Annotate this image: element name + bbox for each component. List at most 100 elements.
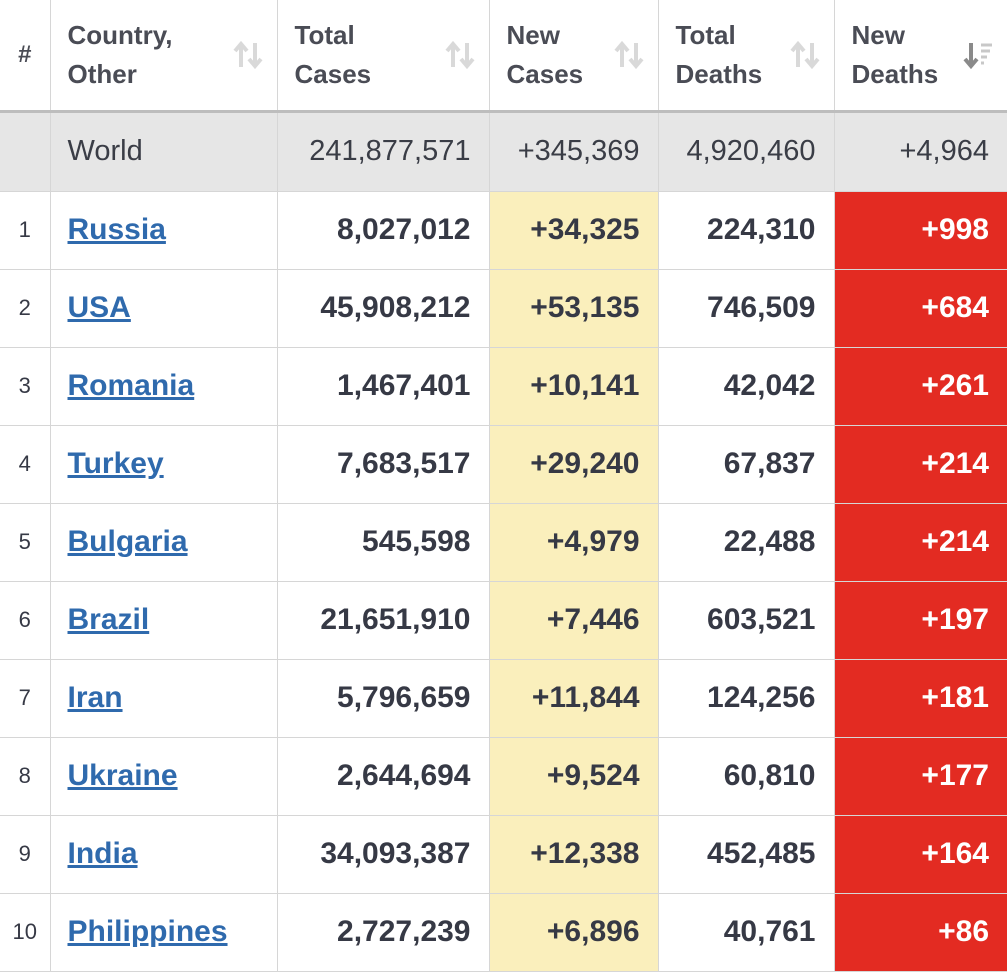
table-row: 1 Russia 8,027,012 +34,325 224,310 +998 [0,190,1007,270]
total-cases-cell: 241,877,571 [276,110,490,192]
total-deaths-cell: 746,509 [657,268,835,348]
total-deaths-cell: 224,310 [657,190,835,270]
country-link[interactable]: Turkey [67,447,164,480]
country-cell: Bulgaria [49,502,278,582]
country-cell: India [49,814,278,894]
country-link[interactable]: Romania [67,369,195,402]
column-header-country[interactable]: Country, Other [49,0,278,113]
new-deaths-cell: +86 [833,892,1007,972]
country-name: World [49,110,278,192]
new-cases-cell: +29,240 [488,424,659,504]
sort-arrows-icon[interactable] [232,39,263,71]
header-row: # Country, Other Total Cases New Cases [0,0,1007,113]
total-deaths-cell: 124,256 [657,658,835,738]
total-cases-cell: 2,727,239 [276,892,490,972]
sort-desc-icon[interactable] [963,39,993,71]
row-index: 1 [0,190,51,270]
row-index: 3 [0,346,51,426]
sort-arrows-icon[interactable] [789,39,820,71]
sort-arrows-icon[interactable] [444,39,475,71]
table-row: 7 Iran 5,796,659 +11,844 124,256 +181 [0,658,1007,738]
column-header-index[interactable]: # [0,0,51,113]
row-index: 10 [0,892,51,972]
country-cell: USA [49,268,278,348]
total-deaths-cell: 67,837 [657,424,835,504]
country-cell: Turkey [49,424,278,504]
country-link[interactable]: India [67,837,138,870]
new-deaths-cell: +214 [833,502,1007,582]
column-header-label: Country, Other [67,19,173,89]
row-index: 2 [0,268,51,348]
new-deaths-cell: +4,964 [833,110,1007,192]
table-row: 6 Brazil 21,651,910 +7,446 603,521 +197 [0,580,1007,660]
column-header-label: Total Cases [294,19,372,89]
country-link[interactable]: Philippines [67,915,228,948]
total-cases-cell: 1,467,401 [276,346,490,426]
new-deaths-cell: +164 [833,814,1007,894]
total-cases-cell: 21,651,910 [276,580,490,660]
column-header-new-cases[interactable]: New Cases [488,0,659,113]
total-deaths-cell: 42,042 [657,346,835,426]
total-cases-cell: 45,908,212 [276,268,490,348]
new-cases-cell: +9,524 [488,736,659,816]
country-cell: Romania [49,346,278,426]
total-cases-cell: 34,093,387 [276,814,490,894]
row-index: 4 [0,424,51,504]
new-deaths-cell: +177 [833,736,1007,816]
row-index: 6 [0,580,51,660]
new-cases-cell: +7,446 [488,580,659,660]
total-deaths-cell: 40,761 [657,892,835,972]
new-deaths-cell: +197 [833,580,1007,660]
new-cases-cell: +4,979 [488,502,659,582]
total-deaths-cell: 60,810 [657,736,835,816]
world-total-row: World 241,877,571 +345,369 4,920,460 +4,… [0,110,1007,192]
table-row: 9 India 34,093,387 +12,338 452,485 +164 [0,814,1007,894]
country-link[interactable]: Ukraine [67,759,178,792]
new-deaths-cell: +214 [833,424,1007,504]
new-cases-cell: +12,338 [488,814,659,894]
row-index: 7 [0,658,51,738]
total-cases-cell: 7,683,517 [276,424,490,504]
sort-arrows-icon[interactable] [613,39,644,71]
new-cases-cell: +11,844 [488,658,659,738]
new-cases-cell: +53,135 [488,268,659,348]
row-index [0,110,51,192]
column-header-label: New Cases [506,19,584,89]
column-header-label: # [18,41,32,69]
total-cases-cell: 2,644,694 [276,736,490,816]
row-index: 5 [0,502,51,582]
total-deaths-cell: 4,920,460 [657,110,835,192]
country-link[interactable]: Brazil [67,603,150,636]
column-header-label: New Deaths [851,19,939,89]
table-row: 4 Turkey 7,683,517 +29,240 67,837 +214 [0,424,1007,504]
column-header-label: Total Deaths [675,19,763,89]
new-deaths-cell: +181 [833,658,1007,738]
country-cell: Philippines [49,892,278,972]
new-cases-cell: +34,325 [488,190,659,270]
country-cell: Iran [49,658,278,738]
new-deaths-cell: +998 [833,190,1007,270]
total-deaths-cell: 22,488 [657,502,835,582]
table-row: 8 Ukraine 2,644,694 +9,524 60,810 +177 [0,736,1007,816]
column-header-total-deaths[interactable]: Total Deaths [657,0,835,113]
country-cell: Russia [49,190,278,270]
new-cases-cell: +345,369 [488,110,659,192]
country-cell: Ukraine [49,736,278,816]
new-deaths-cell: +261 [833,346,1007,426]
new-deaths-cell: +684 [833,268,1007,348]
country-link[interactable]: Russia [67,213,166,246]
column-header-new-deaths[interactable]: New Deaths [833,0,1007,113]
total-deaths-cell: 603,521 [657,580,835,660]
total-cases-cell: 545,598 [276,502,490,582]
country-link[interactable]: Bulgaria [67,525,188,558]
table-row: 3 Romania 1,467,401 +10,141 42,042 +261 [0,346,1007,426]
country-link[interactable]: Iran [67,681,123,714]
new-cases-cell: +6,896 [488,892,659,972]
total-deaths-cell: 452,485 [657,814,835,894]
new-cases-cell: +10,141 [488,346,659,426]
table-row: 10 Philippines 2,727,239 +6,896 40,761 +86 [0,892,1007,972]
table-row: 5 Bulgaria 545,598 +4,979 22,488 +214 [0,502,1007,582]
country-link[interactable]: USA [67,291,131,324]
column-header-total-cases[interactable]: Total Cases [276,0,490,113]
